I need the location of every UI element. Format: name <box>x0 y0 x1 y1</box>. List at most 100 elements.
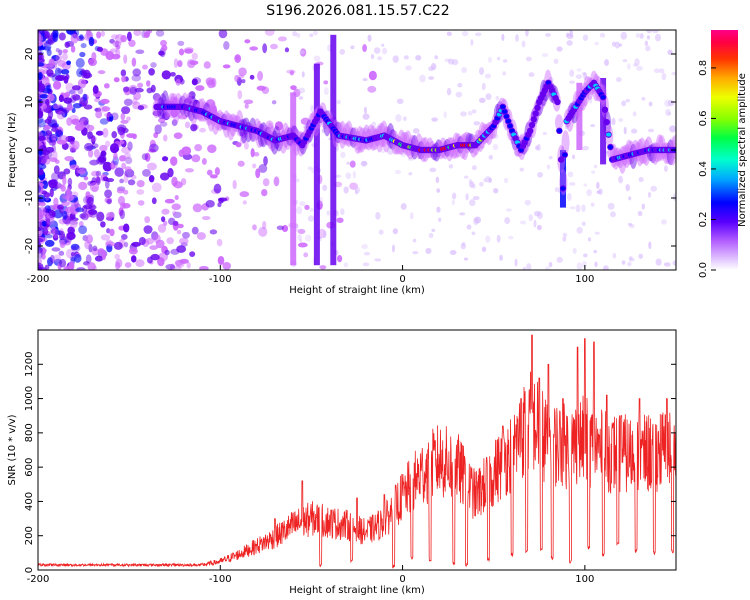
spectrogram-speckle <box>77 168 86 175</box>
spectrogram-speckle <box>556 256 563 263</box>
spectrogram-speckle <box>345 172 352 180</box>
spectrogram-speckle <box>382 47 388 55</box>
spectrogram-speckle <box>234 74 239 83</box>
spectrogram-speckle <box>455 91 463 98</box>
spectrogram-speckle <box>97 70 106 75</box>
spectrogram-speckle <box>70 243 80 251</box>
spectrogram-speckle <box>149 143 159 153</box>
spectrogram-speckle <box>213 183 222 194</box>
spectrogram-speckle <box>443 111 447 119</box>
spectrogram-speckle <box>536 224 542 231</box>
spectrogram-speckle <box>471 165 477 171</box>
spectrogram-speckle <box>541 53 549 58</box>
spectrogram-speckle <box>57 60 67 67</box>
spectrogram-speckle <box>52 32 59 43</box>
spectrogram-speckle <box>199 265 209 270</box>
spectrogram-speckle <box>38 194 46 203</box>
spectrogram-speckle <box>74 123 84 131</box>
spectrogram-speckle <box>134 87 144 93</box>
spectrogram-speckle <box>632 111 637 117</box>
spectrogram-speckle <box>113 77 120 83</box>
spectrogram-speckle <box>381 43 385 47</box>
spectrogram-speckle <box>553 58 559 65</box>
spectrogram-speckle <box>69 95 77 103</box>
spectrogram-speckle <box>52 228 60 239</box>
spectrogram-speckle <box>38 246 43 254</box>
spectrogram-speckle <box>50 228 58 235</box>
spectrogram-speckle <box>72 103 82 109</box>
spectrogram-speckle <box>163 220 168 227</box>
spectrogram-speckle <box>191 78 198 86</box>
spectrogram-speckle <box>104 140 111 148</box>
spectrogram-speckle <box>669 136 676 144</box>
spectrogram-speckle <box>295 225 299 232</box>
spectrogram-speckle <box>634 58 640 67</box>
spectrogram-speckle <box>86 30 91 37</box>
spectrogram-x-axis: -200 -100 0 100 <box>27 265 594 285</box>
spectrogram-speckle <box>428 232 434 238</box>
spectrogram-speckle <box>66 104 74 111</box>
spectrogram-speckle <box>161 44 168 52</box>
spectrogram-ridge-peak <box>502 109 508 114</box>
spectrogram-speckle <box>60 233 66 239</box>
spectrogram-speckle <box>582 34 589 42</box>
spectrogram-speckle <box>590 202 595 207</box>
spectrogram-speckle <box>67 226 75 235</box>
spectrogram-speckle <box>91 52 97 61</box>
spectrogram-speckle <box>132 68 142 77</box>
spectrogram-speckle <box>131 57 137 67</box>
spectrogram-speckle <box>374 125 381 134</box>
spectrogram-speckle <box>310 104 314 113</box>
spectrogram-speckle <box>250 148 255 158</box>
spectrogram-speckle <box>165 263 176 270</box>
spectrogram-speckle <box>95 110 103 119</box>
spectrogram-streak <box>600 78 607 165</box>
spectrogram-speckle <box>64 91 71 98</box>
spectrogram-speckle <box>66 60 71 66</box>
spectrogram-speckle <box>44 234 53 239</box>
spectrogram-speckle <box>160 216 166 223</box>
spectrogram-speckle <box>296 147 300 152</box>
spectrogram-speckle <box>191 52 198 60</box>
spectrogram-speckle <box>136 180 145 188</box>
spectrogram-speckle <box>102 161 113 172</box>
spectrogram-speckle <box>184 121 191 129</box>
spectrogram-speckle <box>321 128 326 134</box>
colorbar-ticks: 0.0 0.2 0.4 0.6 0.8 <box>698 60 716 278</box>
spectrogram-speckle <box>120 233 128 240</box>
spectrogram-speckle <box>526 263 532 270</box>
spectrogram-speckle <box>249 46 258 51</box>
spectrogram-speckle <box>88 209 98 218</box>
spectrogram-speckle <box>244 103 249 109</box>
spectrogram-speckle <box>599 32 606 38</box>
spectrogram-speckle <box>38 182 45 187</box>
spectrogram-speckle <box>403 116 407 122</box>
spectrogram-ridge-core <box>554 98 561 106</box>
spectrogram-speckle <box>322 184 328 192</box>
spectrogram-speckle <box>53 184 59 190</box>
spectrogram-speckle <box>54 159 60 164</box>
spectrogram-speckle <box>44 197 52 203</box>
spectrogram-speckle <box>492 143 499 151</box>
spectrogram-speckle <box>186 262 191 269</box>
spectrogram-speckle <box>61 52 68 61</box>
spectrogram-speckle <box>483 177 488 183</box>
spectrogram-speckle <box>121 146 131 154</box>
spectrogram-speckle <box>395 114 402 123</box>
spectrogram-speckle <box>623 126 627 135</box>
spectrogram-ridge-peak <box>505 119 511 124</box>
spectrogram-speckle <box>661 72 667 81</box>
spectrogram-speckle <box>481 246 487 252</box>
spectrogram-speckle <box>42 76 50 86</box>
spectrogram-speckle <box>44 31 49 39</box>
spectrogram-speckle <box>645 45 651 52</box>
spectrogram-speckle <box>484 73 491 79</box>
colorbar: 0.0 0.2 0.4 0.6 0.8 Normalized spectral ampl… <box>698 30 748 278</box>
spectrogram-speckle <box>349 160 356 168</box>
spectrogram-speckle <box>154 124 162 135</box>
spectrogram-speckle <box>92 245 98 252</box>
spectrogram-speckle <box>581 204 586 213</box>
spectrogram-x-tick-label: -200 <box>27 274 50 285</box>
spectrogram-speckle <box>273 176 280 187</box>
